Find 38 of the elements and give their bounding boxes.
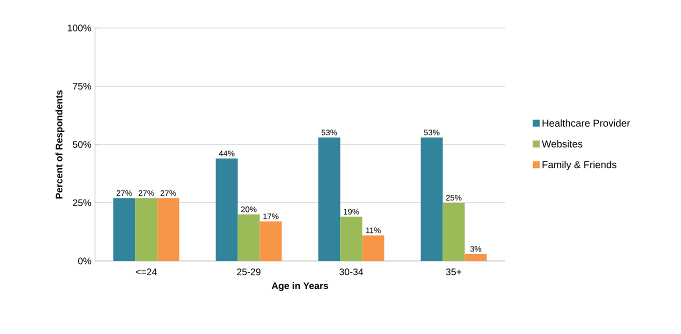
- y-tick-label: 0%: [78, 258, 92, 264]
- y-tick-label: 75%: [72, 82, 92, 90]
- data-label: 44%: [218, 150, 234, 156]
- bar: [362, 235, 384, 261]
- legend-label: Websites: [542, 140, 582, 148]
- bar: [216, 158, 238, 261]
- data-label: 11%: [366, 228, 381, 234]
- x-tick-label: 35+: [446, 268, 462, 276]
- x-tick-label: 30-34: [339, 268, 364, 276]
- bar: [442, 202, 465, 261]
- legend-label: Family & Friends: [542, 160, 616, 170]
- x-tick-label: 25-29: [237, 268, 260, 276]
- bar: [340, 216, 362, 261]
- data-label: 27%: [160, 190, 176, 196]
- bar: [318, 138, 340, 261]
- data-label: 27%: [116, 190, 132, 196]
- bar: [260, 221, 282, 261]
- data-label: 27%: [138, 190, 154, 196]
- bar: [420, 138, 443, 261]
- y-tick-label: 50%: [72, 141, 92, 148]
- data-label: 25%: [446, 194, 462, 201]
- bar: [135, 198, 158, 261]
- data-label: 20%: [241, 206, 256, 212]
- y-axis-title: Percent of Respondents: [55, 90, 64, 198]
- legend-label: Healthcare Provider: [542, 119, 630, 127]
- data-label: 53%: [424, 130, 440, 136]
- bar: [238, 214, 260, 261]
- x-tick-label: <=24: [136, 268, 157, 276]
- data-label: 3%: [470, 246, 482, 252]
- data-label: 19%: [344, 208, 359, 215]
- y-tick-label: 25%: [72, 199, 92, 206]
- bar: [157, 198, 180, 261]
- data-label: 17%: [263, 214, 278, 220]
- y-tick-label: 100%: [68, 24, 92, 32]
- x-axis-title: Age in Years: [272, 282, 328, 291]
- bar: [113, 198, 136, 261]
- data-label: 53%: [322, 130, 337, 136]
- bar: [464, 254, 487, 261]
